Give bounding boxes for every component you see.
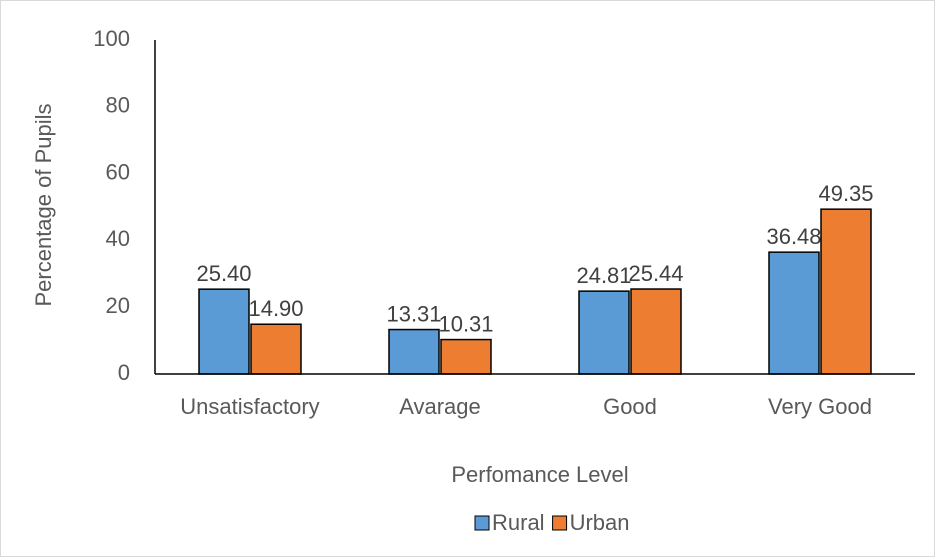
- data-label: 25.44: [628, 261, 683, 286]
- x-tick-label: Very Good: [768, 394, 872, 419]
- x-tick-label: Avarage: [399, 394, 481, 419]
- y-tick-label: 60: [106, 159, 130, 184]
- legend-label: Urban: [570, 510, 630, 535]
- y-tick-label: 100: [93, 26, 130, 51]
- x-tick-label: Unsatisfactory: [180, 394, 319, 419]
- data-label: 36.48: [766, 224, 821, 249]
- y-tick-label: 20: [106, 293, 130, 318]
- data-label: 49.35: [818, 181, 873, 206]
- bar: [578, 290, 630, 375]
- x-axis-title: Perfomance Level: [451, 462, 628, 487]
- y-axis-title: Percentage of Pupils: [31, 103, 56, 306]
- legend-label: Rural: [492, 510, 545, 535]
- bar: [768, 251, 820, 375]
- legend-swatch: [552, 515, 568, 531]
- y-tick-label: 40: [106, 226, 130, 251]
- data-label: 25.40: [196, 261, 251, 286]
- bar: [630, 288, 682, 375]
- data-label: 14.90: [248, 296, 303, 321]
- bar: [388, 328, 440, 375]
- bar: [820, 208, 872, 375]
- bar: [198, 288, 250, 375]
- legend-swatch: [474, 515, 490, 531]
- y-tick-label: 80: [106, 93, 130, 118]
- y-tick-label: 0: [118, 360, 130, 385]
- x-tick-label: Good: [603, 394, 657, 419]
- bar: [440, 338, 492, 375]
- bar: [250, 323, 302, 375]
- data-label: 24.81: [576, 263, 631, 288]
- data-label: 10.31: [438, 311, 493, 336]
- data-label: 13.31: [386, 301, 441, 326]
